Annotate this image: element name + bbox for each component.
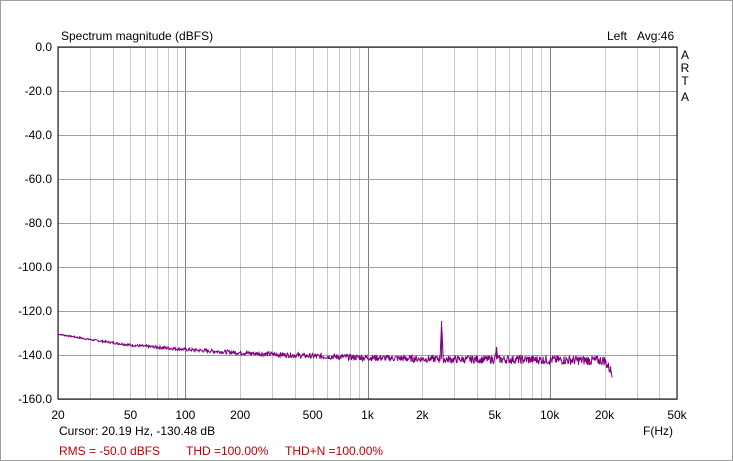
watermark-letter-a1: A [681, 48, 689, 62]
x-tick-label: 1k [361, 408, 375, 422]
x-tick-label: 100 [175, 408, 195, 422]
x-tick-label: 50k [667, 408, 687, 422]
y-tick-label: -80.0 [25, 216, 53, 230]
cursor-readout: Cursor: 20.19 Hz, -130.48 dB [59, 424, 215, 438]
y-tick-label: -60.0 [25, 172, 53, 186]
x-tick-label: 500 [303, 408, 323, 422]
x-tick-label: 200 [230, 408, 250, 422]
y-tick-label: -100.0 [18, 260, 52, 274]
x-tick-label: 50 [124, 408, 138, 422]
watermark-letter-t: T [681, 74, 689, 88]
y-tick-labels: 0.0 -20.0 -40.0 -60.0 -80.0 -100.0 -120.0 -140.… [18, 40, 52, 406]
x-tick-label: 20 [51, 408, 65, 422]
y-tick-label: -20.0 [25, 84, 53, 98]
y-tick-label: -120.0 [18, 304, 52, 318]
thd-readout: THD =100.00% [186, 444, 269, 458]
rms-readout: RMS = -50.0 dBFS [59, 444, 160, 458]
x-tick-labels: 20 50 100 200 500 1k 2k 5k 10k 20k 50k [51, 408, 687, 422]
spectrum-series-line [58, 320, 613, 378]
x-tick-label: 20k [595, 408, 615, 422]
chart-title: Spectrum magnitude (dBFS) [61, 29, 213, 43]
y-tick-label: -160.0 [18, 392, 52, 406]
x-tick-label: 2k [416, 408, 430, 422]
channel-label: Left [607, 29, 628, 43]
watermark-letter-r: R [681, 61, 690, 75]
y-tick-label: 0.0 [35, 40, 52, 54]
y-tick-label: -140.0 [18, 348, 52, 362]
y-tick-label: -40.0 [25, 128, 53, 142]
watermark-letter-a2: A [681, 90, 689, 104]
thdn-readout: THD+N =100.00% [285, 444, 383, 458]
x-axis-label: F(Hz) [643, 424, 673, 438]
plot-border [57, 46, 678, 400]
average-label: Avg:46 [637, 29, 674, 43]
x-tick-label: 10k [540, 408, 560, 422]
x-tick-label: 5k [488, 408, 502, 422]
series-layer [58, 320, 613, 378]
